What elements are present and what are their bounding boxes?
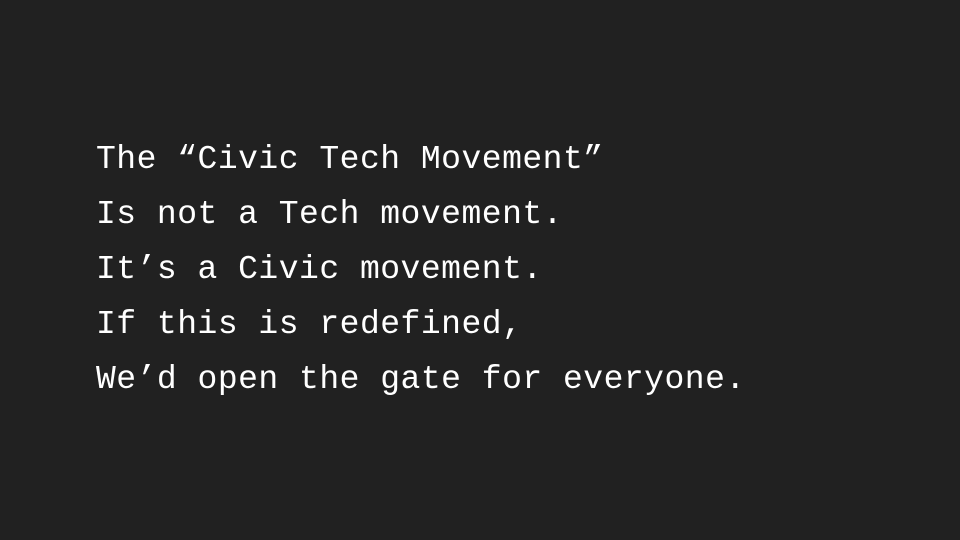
quote-line-5: We’d open the gate for everyone. [96,361,746,398]
quote-line-3: It’s a Civic movement. [96,251,543,288]
quote-line-2: Is not a Tech movement. [96,196,563,233]
quote-text-block: The “Civic Tech Movement” Is not a Tech … [96,132,746,407]
quote-line-1: The “Civic Tech Movement” [96,141,604,178]
quote-line-4: If this is redefined, [96,306,523,343]
